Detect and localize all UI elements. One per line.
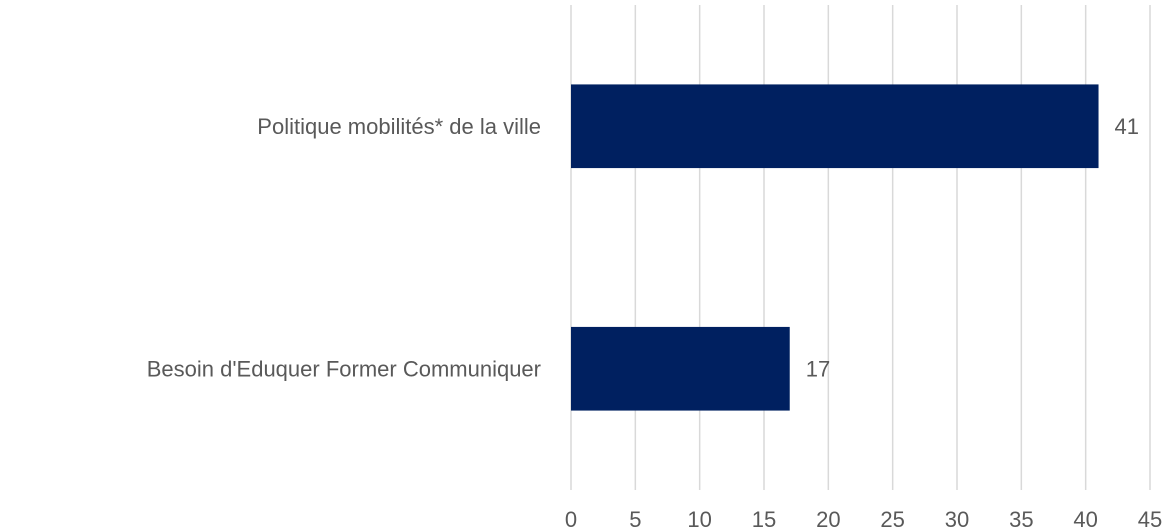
x-tick-label: 20	[816, 507, 840, 532]
value-label: 41	[1115, 114, 1139, 139]
x-tick-label: 30	[945, 507, 969, 532]
x-tick-label: 10	[687, 507, 711, 532]
x-tick-label: 0	[565, 507, 577, 532]
x-tick-label: 40	[1073, 507, 1097, 532]
y-tick-label: Besoin d'Eduquer Former Communiquer	[147, 357, 541, 382]
x-tick-label: 35	[1009, 507, 1033, 532]
x-tick-label: 45	[1138, 507, 1162, 532]
x-tick-label: 25	[880, 507, 904, 532]
bar	[571, 84, 1099, 169]
bar	[571, 326, 790, 411]
value-label: 17	[806, 357, 830, 382]
x-tick-label: 5	[629, 507, 641, 532]
y-tick-label: Politique mobilités* de la ville	[257, 114, 541, 139]
x-tick-label: 15	[752, 507, 776, 532]
